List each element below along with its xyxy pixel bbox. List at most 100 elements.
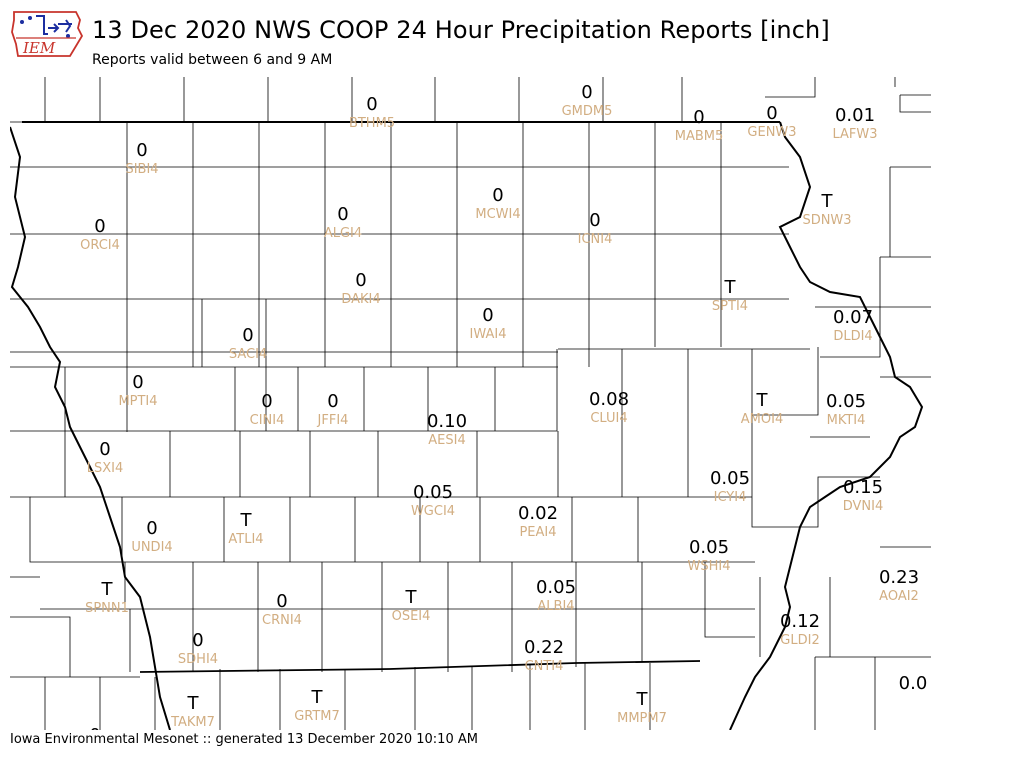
station-id: PEAI4 bbox=[519, 525, 556, 540]
page-title: 13 Dec 2020 NWS COOP 24 Hour Precipitati… bbox=[92, 16, 830, 44]
precip-value: 0 bbox=[99, 439, 110, 460]
precip-value: 0.05 bbox=[536, 577, 576, 598]
station-id: UNDI4 bbox=[131, 540, 172, 555]
station-id: MMPM7 bbox=[617, 711, 667, 726]
station-id: AOAI2 bbox=[879, 589, 919, 604]
precip-value: 0 bbox=[693, 107, 704, 128]
precip-value: 0 bbox=[242, 325, 253, 346]
precip-value: T bbox=[724, 277, 737, 298]
precip-value: 0 bbox=[581, 82, 592, 103]
precip-value: 0 bbox=[492, 185, 503, 206]
station-id: AMOI4 bbox=[741, 412, 783, 427]
county-boundaries bbox=[10, 77, 931, 730]
station-id: JFFI4 bbox=[317, 413, 349, 428]
iem-logo-graphic: IEM bbox=[11, 11, 84, 57]
station-id: SACI4 bbox=[229, 347, 267, 362]
precip-value: 0 bbox=[261, 391, 272, 412]
precip-value: 0 bbox=[276, 591, 287, 612]
station-id: GENW3 bbox=[747, 125, 796, 140]
precip-value: T bbox=[240, 510, 253, 531]
precip-value: T bbox=[101, 579, 114, 600]
precip-value: T bbox=[821, 191, 834, 212]
precip-value: 0 bbox=[192, 630, 203, 651]
precip-value: T bbox=[636, 689, 649, 710]
precip-value: 0 bbox=[146, 518, 157, 539]
precip-value: 0 bbox=[327, 391, 338, 412]
precip-value: 0.12 bbox=[780, 611, 820, 632]
station-id: TAKM7 bbox=[170, 715, 215, 730]
station-marker: 0 bbox=[89, 725, 100, 730]
precip-value: 0.0 bbox=[899, 673, 928, 694]
precip-value: 0 bbox=[589, 210, 600, 231]
precip-value: 0.01 bbox=[835, 105, 875, 126]
station-id: CINI4 bbox=[250, 413, 285, 428]
precip-value: 0 bbox=[136, 140, 147, 161]
station-id: DVNI4 bbox=[843, 499, 884, 514]
station-id: WGCI4 bbox=[411, 504, 455, 519]
iem-logo: IEM bbox=[10, 6, 86, 62]
station-id: AESI4 bbox=[428, 433, 465, 448]
station-id: GMDM5 bbox=[562, 104, 613, 119]
station-id: OSEI4 bbox=[392, 609, 431, 624]
precip-value: 0 bbox=[132, 372, 143, 393]
precip-value: 0 bbox=[337, 204, 348, 225]
station-id: IWAI4 bbox=[470, 327, 507, 342]
precip-value: 0.22 bbox=[524, 637, 564, 658]
station-id: SDHI4 bbox=[178, 652, 218, 667]
precip-value: T bbox=[311, 687, 324, 708]
precip-value: 0.05 bbox=[710, 468, 750, 489]
precip-value: 0.15 bbox=[843, 477, 883, 498]
station-id: MKTI4 bbox=[827, 413, 866, 428]
precip-value: 0.02 bbox=[518, 503, 558, 524]
station-id: ALBI4 bbox=[537, 599, 574, 614]
station-id: LSXI4 bbox=[87, 461, 124, 476]
precip-value: T bbox=[756, 390, 769, 411]
precip-value: 0 bbox=[366, 94, 377, 115]
station-id: ATLI4 bbox=[228, 532, 263, 547]
precip-value: 0.07 bbox=[833, 307, 873, 328]
precip-value: 0.08 bbox=[589, 389, 629, 410]
station-id: GLDI2 bbox=[780, 633, 819, 648]
station-id: BTHM5 bbox=[349, 116, 395, 131]
precipitation-map[interactable]: 0 BTHM5 0 GMDM5 0 MABM5 0 GENW3 0.01 LAFW3 0 SIBI4 0… bbox=[10, 77, 931, 730]
station-id: CLUI4 bbox=[590, 411, 627, 426]
station-id: LAFW3 bbox=[832, 127, 877, 142]
precip-value: 0.05 bbox=[689, 537, 729, 558]
station-id: SPTI4 bbox=[712, 299, 748, 314]
station-id: SIBI4 bbox=[125, 162, 158, 177]
precip-value: 0 bbox=[89, 725, 100, 730]
station-id: WSHI4 bbox=[688, 559, 731, 574]
